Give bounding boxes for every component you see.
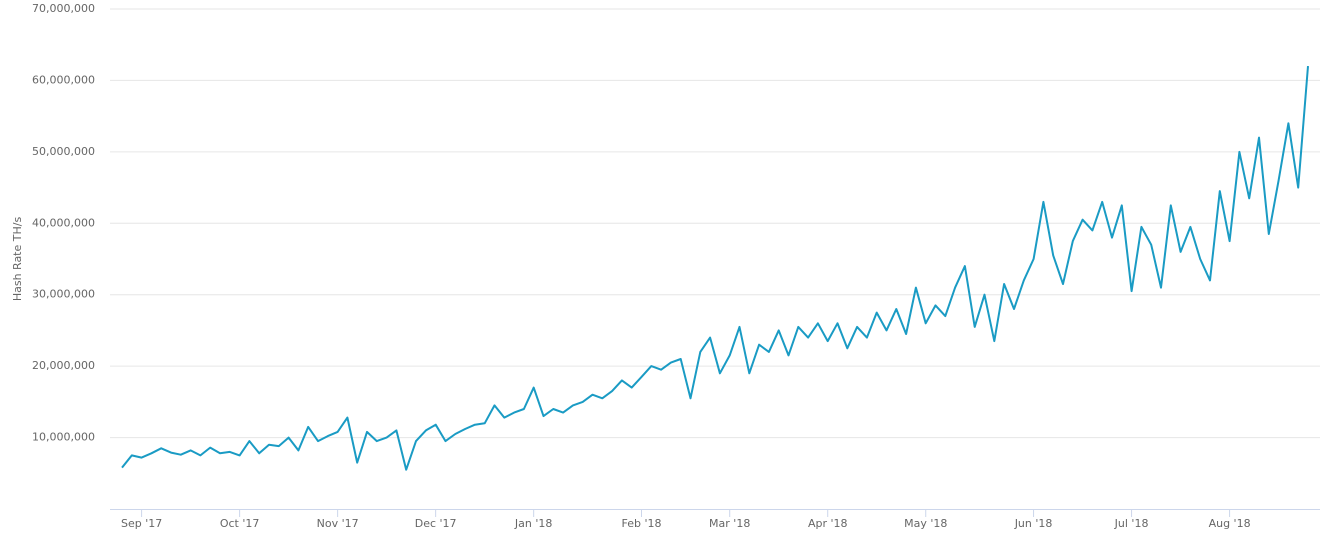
y-tick-label: 20,000,000 bbox=[32, 359, 95, 372]
x-tick-label: Dec '17 bbox=[415, 517, 457, 530]
y-axis-label: Hash Rate TH/s bbox=[11, 217, 24, 302]
x-tick-label: Jan '18 bbox=[514, 517, 552, 530]
y-tick-label: 30,000,000 bbox=[32, 288, 95, 301]
x-tick-label: Nov '17 bbox=[317, 517, 359, 530]
x-tick-label: Mar '18 bbox=[709, 517, 750, 530]
data-line bbox=[121, 66, 1309, 471]
x-tick-label: Jul '18 bbox=[1114, 517, 1149, 530]
x-tick-label: May '18 bbox=[904, 517, 947, 530]
y-tick-label: 40,000,000 bbox=[32, 216, 95, 229]
x-tick-label: Sep '17 bbox=[121, 517, 162, 530]
x-tick-label: Oct '17 bbox=[220, 517, 260, 530]
y-tick-label: 10,000,000 bbox=[32, 431, 95, 444]
x-tick-label: Jun '18 bbox=[1014, 517, 1053, 530]
x-tick-label: Apr '18 bbox=[808, 517, 848, 530]
x-tick-label: Aug '18 bbox=[1209, 517, 1251, 530]
y-tick-label: 70,000,000 bbox=[32, 2, 95, 15]
y-tick-label: 50,000,000 bbox=[32, 145, 95, 158]
x-tick-label: Feb '18 bbox=[621, 517, 661, 530]
y-tick-label: 60,000,000 bbox=[32, 73, 95, 86]
